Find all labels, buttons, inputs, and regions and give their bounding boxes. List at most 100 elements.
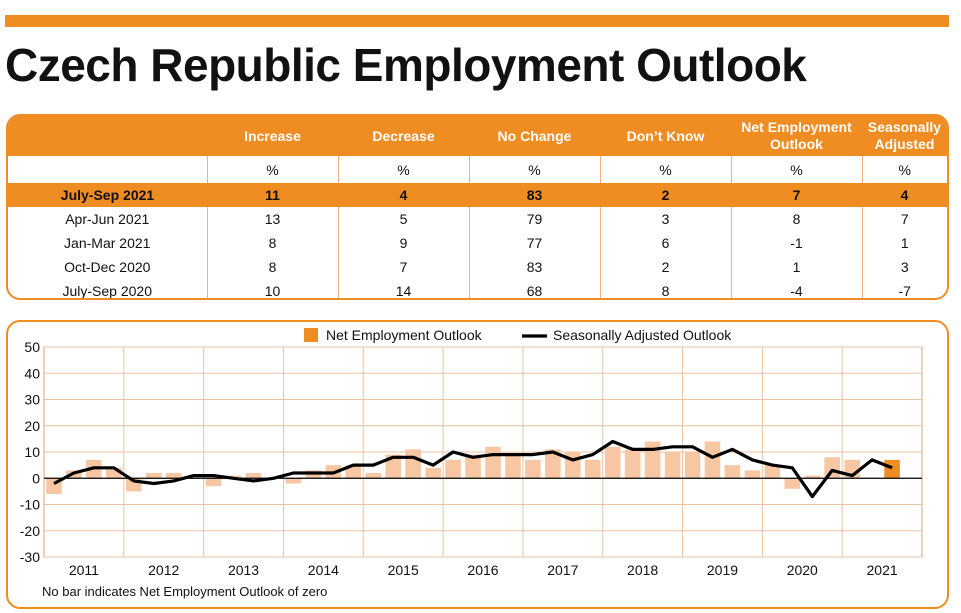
net-outlook-bar-current <box>884 459 900 479</box>
net-outlook-bar <box>764 465 781 479</box>
table-cell: 11 <box>207 183 338 207</box>
outlook-chart: 50 40 30 20 10 0 -10 -20 -30 2011 2012 2013 2014 2015… <box>20 327 923 578</box>
net-outlook-bar <box>205 478 222 487</box>
net-outlook-bar <box>684 452 701 479</box>
table-cell: -1 <box>731 231 863 255</box>
header-seasonally-adjusted: Seasonally Adjusted <box>862 116 947 156</box>
table-row-current: July-Sep 2021 11 4 83 2 7 4 <box>8 183 947 207</box>
table-row: Oct-Dec 2020 8 7 83 2 1 3 <box>8 255 947 279</box>
net-outlook-bar <box>345 465 362 479</box>
net-outlook-bar <box>784 478 801 489</box>
table-cell: 83 <box>469 255 601 279</box>
x-tick-label: 2013 <box>228 562 259 578</box>
table-cell: 7 <box>731 183 862 207</box>
legend-label-seasonally-adjusted: Seasonally Adjusted Outlook <box>553 327 732 343</box>
chart-note: No bar indicates Net Employment Outlook … <box>42 584 328 599</box>
table-row: Jan-Mar 2021 8 9 77 6 -1 1 <box>8 231 947 255</box>
table-cell: 8 <box>731 207 863 231</box>
table-header-row: Increase Decrease No Change Don’t Know N… <box>8 116 947 156</box>
x-tick-label: 2015 <box>388 562 419 578</box>
net-outlook-bar <box>744 470 761 479</box>
header-period <box>8 116 207 156</box>
net-outlook-bar <box>604 446 621 479</box>
net-outlook-bar <box>565 452 581 479</box>
net-outlook-bar <box>804 475 821 479</box>
x-tick-label: 2021 <box>867 562 898 578</box>
header-net-employment-outlook: Net Employment Outlook <box>731 116 862 156</box>
net-outlook-bar <box>644 441 661 479</box>
x-tick-label: 2020 <box>787 562 818 578</box>
table-cell-period: Oct-Dec 2020 <box>8 255 208 279</box>
x-tick-label: 2018 <box>627 562 658 578</box>
net-outlook-bar <box>584 459 601 479</box>
y-tick-label: 20 <box>24 418 40 434</box>
y-tick-label: 10 <box>24 444 40 460</box>
table-cell: 8 <box>207 255 339 279</box>
net-outlook-bar <box>425 467 441 479</box>
y-tick-label: 0 <box>32 470 40 486</box>
table-cell: 10 <box>207 279 339 298</box>
unit-cell: % <box>469 156 601 183</box>
net-outlook-bar <box>145 473 162 479</box>
table-units-row: % % % % % % <box>8 156 947 183</box>
table-cell-period: July-Sep 2020 <box>8 279 208 298</box>
x-tick-label: 2016 <box>467 562 498 578</box>
table-cell: 77 <box>469 231 601 255</box>
net-outlook-bar <box>405 449 421 479</box>
table-cell-period: Apr-Jun 2021 <box>8 207 208 231</box>
seasonally-adjusted-line <box>53 439 893 499</box>
table-cell: -4 <box>731 279 863 298</box>
outlook-table: Increase Decrease No Change Don’t Know N… <box>8 116 947 299</box>
y-tick-label: -30 <box>20 549 40 565</box>
header-dont-know: Don’t Know <box>600 116 731 156</box>
net-outlook-bar <box>704 441 721 479</box>
table-cell: 8 <box>600 279 732 298</box>
x-tick-label: 2012 <box>148 562 179 578</box>
net-outlook-bar <box>106 467 122 479</box>
y-tick-label: 50 <box>24 339 40 355</box>
legend-label-net-outlook: Net Employment Outlook <box>326 327 483 343</box>
table-cell: 3 <box>600 207 732 231</box>
table-cell: 4 <box>862 183 947 207</box>
header-increase: Increase <box>207 116 338 156</box>
unit-cell: % <box>338 156 470 183</box>
unit-cell: % <box>207 156 339 183</box>
net-outlook-bar <box>525 459 541 479</box>
x-tick-label: 2014 <box>308 562 339 578</box>
table-cell: 3 <box>900 259 909 275</box>
unit-cell: % <box>600 156 732 183</box>
net-outlook-bar <box>245 473 262 479</box>
table-cell-period: Jan-Mar 2021 <box>8 231 208 255</box>
net-outlook-bar <box>165 473 182 479</box>
x-tick-label: 2011 <box>69 562 99 578</box>
y-tick-label: 40 <box>24 365 40 381</box>
top-accent-bar <box>5 15 949 27</box>
header-no-change: No Change <box>469 116 600 156</box>
net-outlook-bar <box>285 478 302 484</box>
net-outlook-bar <box>465 454 481 479</box>
table-row: July-Sep 2020 10 14 68 8 -4 -7 <box>8 279 947 299</box>
net-outlook-bar <box>445 459 461 479</box>
table-cell: 2 <box>600 183 731 207</box>
outlook-chart-panel: 50 40 30 20 10 0 -10 -20 -30 2011 2012 2013 2014 2015… <box>6 320 949 609</box>
y-tick-label: -10 <box>20 497 40 513</box>
table-cell-period: July-Sep 2021 <box>8 183 207 207</box>
y-tick-label: 30 <box>24 392 40 408</box>
net-outlook-bar <box>485 446 501 479</box>
table-cell: 1 <box>900 235 909 251</box>
table-cell: 8 <box>207 231 339 255</box>
table-cell: 83 <box>469 183 600 207</box>
table-cell: 14 <box>338 279 470 298</box>
table-cell: 4 <box>338 183 469 207</box>
table-cell: 6 <box>600 231 732 255</box>
table-cell: -7 <box>898 283 911 299</box>
unit-cell <box>8 156 208 183</box>
table-cell: 9 <box>338 231 470 255</box>
outlook-table-panel: Increase Decrease No Change Don’t Know N… <box>6 114 949 300</box>
x-tick-label: 2017 <box>547 562 578 578</box>
table-cell: 5 <box>338 207 470 231</box>
table-cell: 2 <box>600 255 732 279</box>
table-cell: 1 <box>731 255 863 279</box>
header-decrease: Decrease <box>338 116 469 156</box>
net-outlook-bar <box>545 449 561 479</box>
